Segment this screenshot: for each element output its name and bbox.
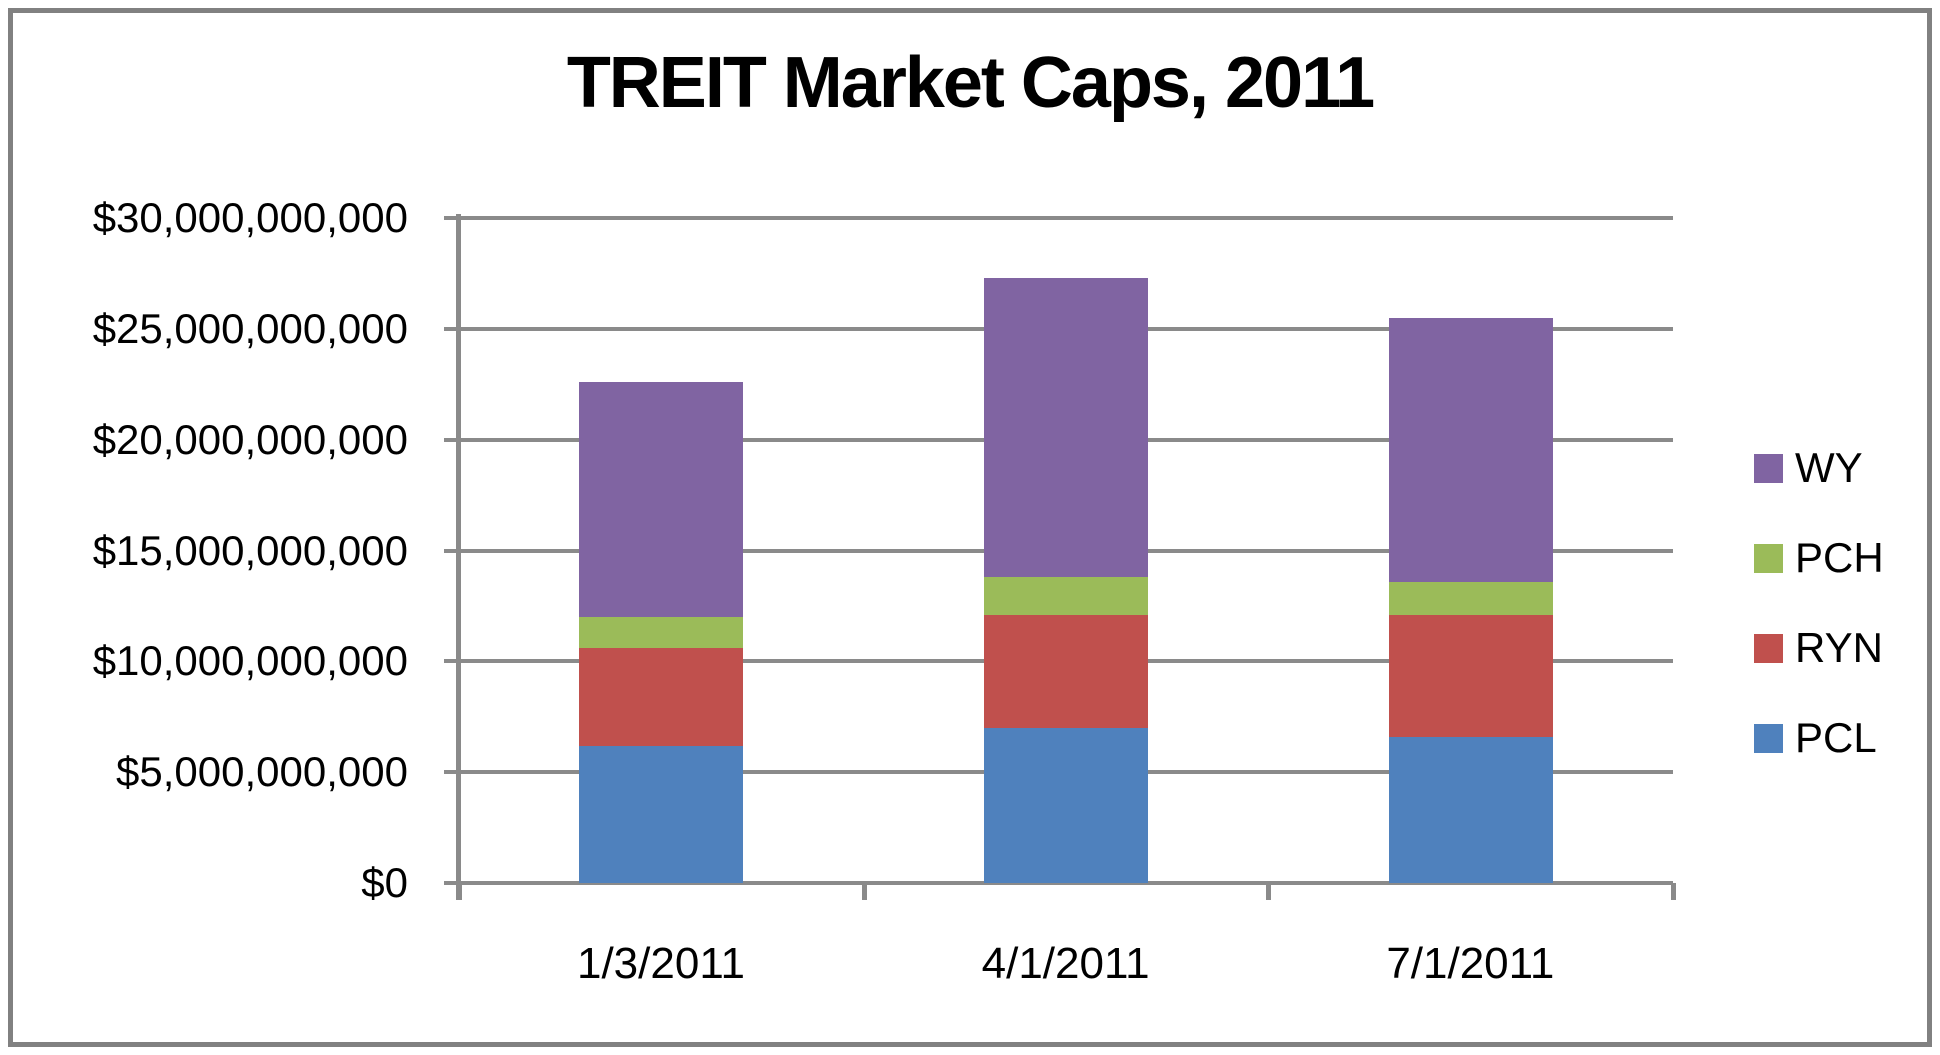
bar-segment-PCH: [1388, 581, 1553, 615]
legend-item-PCL: PCL: [1754, 716, 1877, 760]
legend-label-PCH: PCH: [1795, 534, 1884, 581]
x-axis-label: 4/1/2011: [981, 939, 1150, 988]
bar-segment-PCL: [1388, 736, 1553, 883]
y-axis-label: $20,000,000,000: [92, 415, 408, 463]
bar-segment-PCH: [984, 577, 1148, 615]
bar-segment-PCH: [579, 617, 744, 649]
y-axis-label: $25,000,000,000: [92, 304, 408, 352]
legend-label-PCL: PCL: [1795, 714, 1877, 761]
y-axis-label: $30,000,000,000: [92, 194, 408, 241]
y-axis-label: $5,000,000,000: [116, 748, 408, 796]
y-axis-line: [456, 214, 461, 900]
legend-swatch-WY: [1754, 453, 1783, 483]
x-axis-label: 1/3/2011: [576, 939, 745, 988]
bar-segment-PCL: [579, 745, 744, 883]
legend-label-WY: WY: [1795, 444, 1863, 491]
x-axis-tick: [457, 883, 462, 900]
x-axis-tick: [1266, 883, 1272, 900]
y-axis-label: $15,000,000,000: [92, 526, 408, 574]
bar-segment-PCL: [984, 727, 1148, 883]
bar-segment-RYN: [579, 648, 744, 746]
x-axis-tick: [861, 883, 867, 900]
bar-segment-WY: [579, 382, 744, 617]
legend-item-WY: WY: [1754, 446, 1863, 490]
bar-segment-WY: [984, 277, 1148, 578]
y-axis-label: $0: [361, 859, 408, 906]
bar-segment-WY: [1388, 317, 1553, 582]
x-axis-tick: [1671, 883, 1676, 900]
bar-segment-RYN: [1388, 614, 1553, 737]
legend-swatch-PCH: [1754, 543, 1783, 573]
chart-border-frame: [8, 8, 1932, 1047]
gridline: [444, 216, 1673, 220]
y-axis-label: $10,000,000,000: [92, 637, 408, 685]
legend-label-RYN: RYN: [1795, 624, 1883, 671]
x-axis-label: 7/1/2011: [1386, 939, 1555, 988]
chart-title: TREIT Market Caps, 2011: [566, 43, 1375, 123]
legend-swatch-PCL: [1754, 723, 1783, 753]
legend-item-RYN: RYN: [1754, 626, 1883, 670]
bar-segment-RYN: [984, 614, 1148, 728]
legend-item-PCH: PCH: [1754, 536, 1884, 580]
gridline: [444, 881, 1673, 885]
legend-swatch-RYN: [1754, 633, 1783, 663]
